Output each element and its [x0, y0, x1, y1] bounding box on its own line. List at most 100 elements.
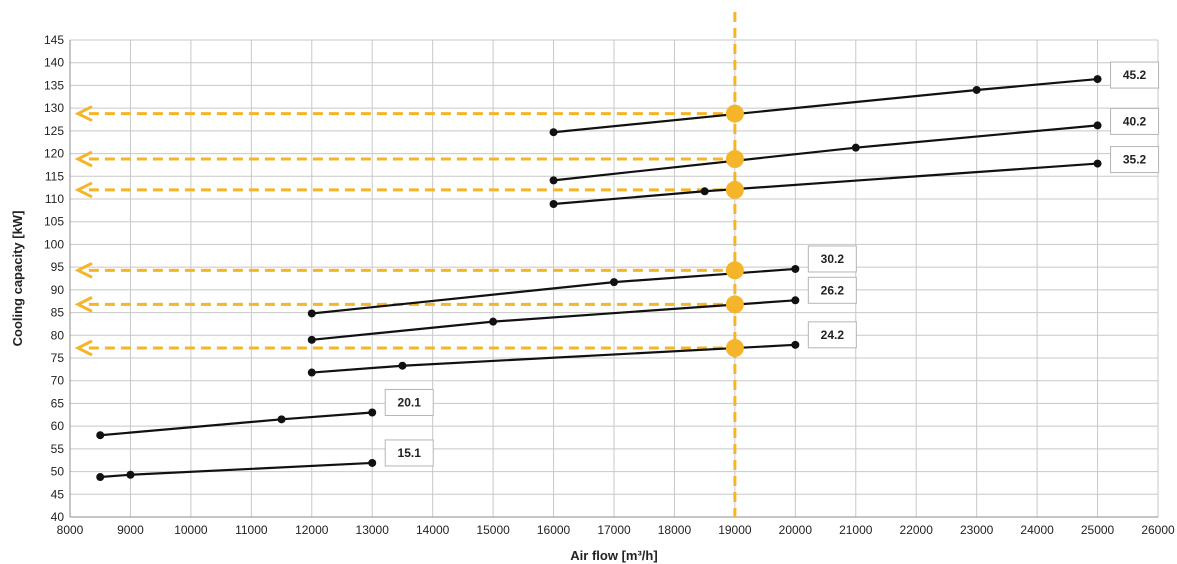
series-label-box	[807, 245, 857, 273]
series-lines	[96, 75, 1102, 482]
y-tick-label: 100	[44, 237, 64, 251]
data-point	[1093, 121, 1102, 130]
x-tick-label: 18000	[658, 523, 692, 537]
y-tick-label: 85	[51, 306, 65, 320]
data-point	[398, 361, 407, 370]
x-tick-label: 17000	[597, 523, 631, 537]
x-tick-label: 21000	[839, 523, 873, 537]
y-tick-label: 145	[44, 33, 64, 47]
reading-arrow	[74, 339, 93, 357]
x-tick-label: 22000	[900, 523, 934, 537]
data-point	[368, 458, 377, 467]
data-point	[489, 317, 498, 326]
data-point	[126, 470, 135, 479]
data-point	[277, 415, 286, 424]
reading-marker	[725, 180, 744, 199]
data-point	[610, 278, 618, 287]
series-label-box	[1110, 146, 1160, 174]
y-tick-label: 40	[51, 510, 65, 524]
x-axis-title: Air flow [m³/h]	[570, 548, 657, 563]
y-tick-label: 75	[51, 351, 65, 365]
y-tick-label: 45	[51, 487, 65, 501]
x-tick-label: 25000	[1081, 523, 1115, 537]
y-tick-label: 95	[51, 260, 65, 274]
y-tick-label: 130	[44, 101, 64, 115]
series-label-box	[1110, 107, 1160, 135]
series-label-box	[1110, 61, 1160, 89]
x-tick-labels: 8000 9000 10000 11000 12000 13000 14000 15000 16…	[57, 523, 1175, 537]
data-point	[700, 187, 709, 196]
series-line-20.1	[100, 411, 373, 437]
reading-marker	[725, 339, 744, 358]
y-tick-label: 120	[44, 147, 64, 161]
x-tick-label: 16000	[537, 523, 571, 537]
x-tick-label: 12000	[295, 523, 329, 537]
x-tick-label: 20000	[779, 523, 813, 537]
reading-markers	[725, 104, 744, 358]
series-label: 45.2	[1123, 68, 1147, 82]
series-label: 30.2	[821, 252, 845, 266]
y-tick-label: 50	[51, 465, 65, 479]
series-label: 24.2	[821, 328, 845, 342]
y-tick-label: 105	[44, 215, 64, 229]
data-point	[549, 128, 558, 137]
y-tick-label: 140	[44, 56, 64, 70]
data-point	[791, 296, 800, 305]
series-label: 26.2	[821, 283, 845, 297]
x-tick-label: 14000	[416, 523, 450, 537]
x-tick-label: 15000	[476, 523, 510, 537]
series-label-box	[384, 439, 434, 467]
reading-arrow	[74, 150, 93, 168]
y-tick-label: 125	[44, 124, 64, 138]
reading-marker	[725, 104, 744, 123]
reading-arrow	[74, 296, 93, 313]
y-tick-label: 90	[51, 283, 65, 297]
x-tick-label: 19000	[718, 523, 752, 537]
y-tick-label: 80	[51, 328, 65, 342]
data-point	[1093, 159, 1102, 168]
data-point	[791, 264, 800, 273]
series-line-15.1	[100, 461, 373, 479]
x-tick-label: 24000	[1020, 523, 1054, 537]
series-label-box	[807, 276, 857, 304]
data-point	[368, 408, 377, 417]
series-label: 35.2	[1123, 153, 1147, 167]
series-label-box	[384, 389, 434, 417]
x-tick-label: 9000	[117, 523, 144, 537]
series-label: 40.2	[1123, 114, 1147, 128]
y-tick-label: 115	[45, 169, 64, 183]
reading-arrow	[74, 105, 93, 122]
reference-guides	[74, 12, 737, 517]
axes	[69, 40, 1158, 518]
data-point	[972, 85, 981, 94]
data-point	[1093, 75, 1102, 84]
data-point	[549, 199, 558, 208]
series-label: 15.1	[398, 446, 422, 460]
series-labels: 15.1 20.1 24.2 26.2 30.2 35.2 40.2 45.2	[384, 61, 1160, 467]
reading-marker	[725, 150, 744, 169]
reading-marker	[725, 295, 744, 314]
y-tick-label: 135	[44, 78, 64, 92]
y-axis-title: Cooling capacity [kW]	[10, 211, 25, 347]
y-tick-label: 55	[51, 442, 65, 456]
y-tick-label: 65	[51, 396, 65, 410]
data-point	[307, 335, 316, 344]
reading-arrow	[74, 261, 93, 279]
y-tick-label: 110	[45, 192, 64, 206]
series-line-45.2	[553, 77, 1098, 134]
y-tick-labels: 40 45 50 55 60 65 70 75 80 85 90 95 100 105 110 115 120 1…	[44, 33, 64, 524]
x-tick-label: 23000	[960, 523, 994, 537]
reading-arrow	[74, 181, 93, 199]
data-point	[307, 309, 316, 318]
x-tick-label: 8000	[57, 523, 84, 537]
series-line-40.2	[553, 124, 1098, 182]
x-tick-label: 10000	[174, 523, 208, 537]
y-tick-label: 70	[51, 374, 65, 388]
data-point	[96, 431, 105, 440]
data-point	[96, 473, 105, 482]
series-label-box	[807, 321, 857, 349]
reading-marker	[725, 261, 744, 280]
x-tick-label: 26000	[1141, 523, 1175, 537]
x-tick-label: 11000	[235, 523, 268, 537]
